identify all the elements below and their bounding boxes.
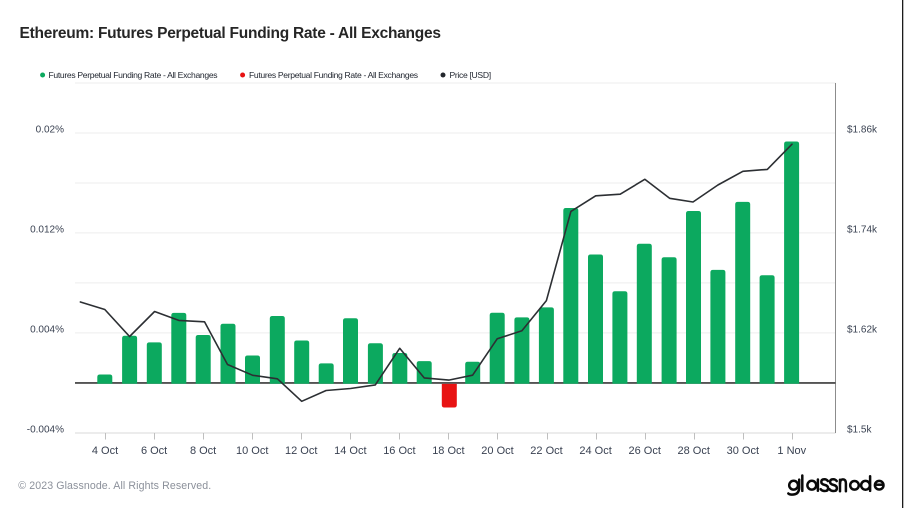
svg-text:10 Oct: 10 Oct: [236, 445, 268, 457]
svg-text:© 2023 Glassnode. All Rights R: © 2023 Glassnode. All Rights Reserved.: [18, 480, 211, 492]
svg-text:16 Oct: 16 Oct: [383, 445, 415, 457]
svg-text:$1.5k: $1.5k: [847, 425, 872, 436]
svg-text:20 Oct: 20 Oct: [481, 445, 513, 457]
svg-text:$1.74k: $1.74k: [847, 225, 878, 236]
svg-text:Futures Perpetual Funding Rate: Futures Perpetual Funding Rate - All Exc…: [49, 70, 218, 80]
svg-text:22 Oct: 22 Oct: [530, 445, 562, 457]
svg-text:30 Oct: 30 Oct: [727, 445, 759, 457]
svg-text:0.02%: 0.02%: [36, 125, 64, 136]
svg-text:Ethereum: Futures Perpetual Fu: Ethereum: Futures Perpetual Funding Rate…: [20, 25, 441, 42]
svg-text:-0.004%: -0.004%: [27, 425, 64, 436]
svg-text:26 Oct: 26 Oct: [628, 445, 660, 457]
svg-text:14 Oct: 14 Oct: [334, 445, 366, 457]
svg-text:0.004%: 0.004%: [30, 325, 64, 336]
svg-text:4 Oct: 4 Oct: [92, 445, 118, 457]
svg-text:1 Nov: 1 Nov: [777, 445, 806, 457]
svg-text:6 Oct: 6 Oct: [141, 445, 167, 457]
svg-text:28 Oct: 28 Oct: [677, 445, 709, 457]
svg-text:Futures Perpetual Funding Rate: Futures Perpetual Funding Rate - All Exc…: [249, 70, 418, 80]
svg-text:18 Oct: 18 Oct: [432, 445, 464, 457]
svg-text:12 Oct: 12 Oct: [285, 445, 317, 457]
svg-text:8 Oct: 8 Oct: [190, 445, 216, 457]
svg-text:24 Oct: 24 Oct: [579, 445, 611, 457]
svg-text:$1.62k: $1.62k: [847, 325, 878, 336]
svg-text:$1.86k: $1.86k: [847, 125, 878, 136]
svg-text:Price [USD]: Price [USD]: [450, 70, 491, 80]
svg-text:0.012%: 0.012%: [30, 225, 64, 236]
